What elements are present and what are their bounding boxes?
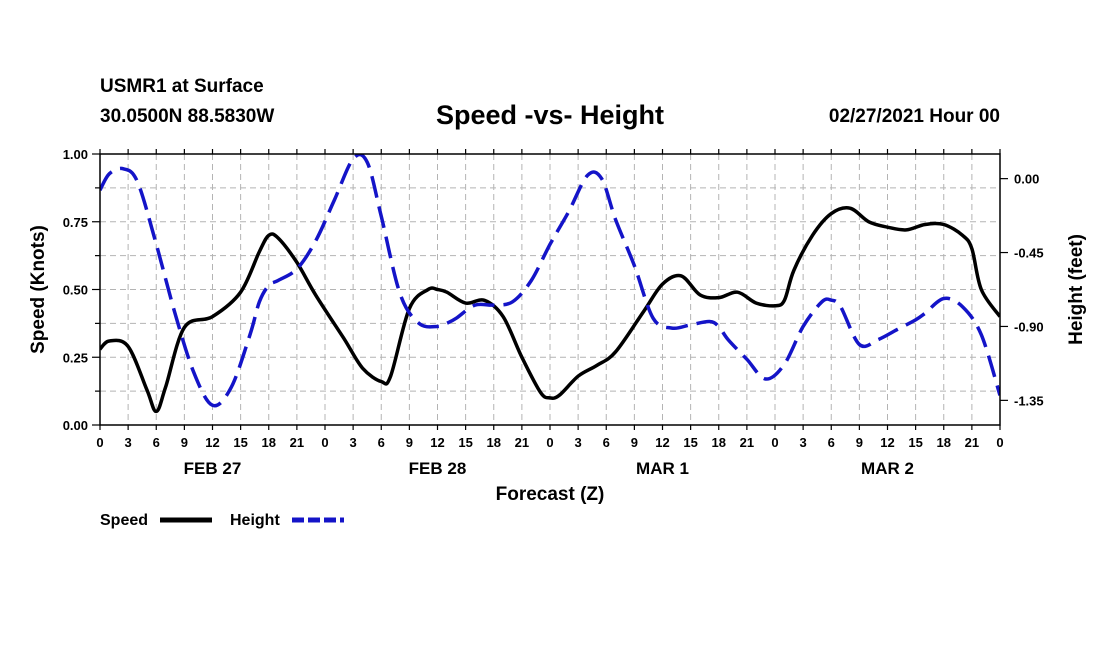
x-tick-label: 18 xyxy=(487,435,501,450)
y-tick-label: 0.00 xyxy=(63,418,88,433)
y-axis-title: Speed (Knots) xyxy=(28,225,49,354)
y2-tick-label: -0.90 xyxy=(1014,319,1044,334)
x-tick-label: 0 xyxy=(321,435,328,450)
grid xyxy=(100,154,1000,425)
x-tick-label: 9 xyxy=(631,435,638,450)
x-tick-label: 15 xyxy=(908,435,922,450)
chart-title: Speed -vs- Height xyxy=(435,100,665,130)
x-tick-label: 21 xyxy=(290,435,304,450)
y2-tick-label: -1.35 xyxy=(1014,393,1044,408)
x-tick-label: 12 xyxy=(655,435,669,450)
y2-axis-title: Height (feet) xyxy=(1066,234,1087,345)
ticks: 0 3 6 9 12 15 18 21 0 3 6 9 12 15 18 21 0 3 6 9 12 15 18 21 0 3 6 9… xyxy=(63,147,1044,478)
x-tick-label: 0 xyxy=(96,435,103,450)
y-tick-label: 0.25 xyxy=(63,350,88,365)
x-tick-label: 0 xyxy=(771,435,778,450)
x-axis-title: Forecast (Z) xyxy=(496,484,605,505)
series-group xyxy=(100,154,1000,414)
station-coordinates: 30.0500N 88.5830W xyxy=(100,106,275,127)
y-tick-label: 1.00 xyxy=(63,147,88,162)
x-tick-label: 21 xyxy=(740,435,754,450)
x-tick-label: 9 xyxy=(856,435,863,450)
x-tick-label: 15 xyxy=(683,435,697,450)
legend-label-height: Height xyxy=(230,512,280,529)
legend: Speed Height xyxy=(100,512,344,529)
x-tick-label: 18 xyxy=(937,435,951,450)
x-tick-label: 6 xyxy=(153,435,160,450)
x-tick-label: 6 xyxy=(378,435,385,450)
y-tick-label: 0.75 xyxy=(63,215,88,230)
x-tick-label: 3 xyxy=(575,435,582,450)
date-label: MAR 2 xyxy=(861,459,914,478)
x-tick-label: 18 xyxy=(262,435,276,450)
x-tick-label: 12 xyxy=(880,435,894,450)
x-tick-label: 21 xyxy=(515,435,529,450)
x-tick-label: 9 xyxy=(406,435,413,450)
x-tick-label: 6 xyxy=(603,435,610,450)
x-tick-label: 18 xyxy=(712,435,726,450)
x-tick-label: 21 xyxy=(965,435,979,450)
x-tick-label: 0 xyxy=(546,435,553,450)
y-tick-label: 0.50 xyxy=(63,283,88,298)
x-tick-label: 12 xyxy=(205,435,219,450)
x-tick-label: 3 xyxy=(350,435,357,450)
x-tick-label: 15 xyxy=(458,435,472,450)
speed-series-line xyxy=(100,206,1000,414)
x-tick-label: 3 xyxy=(125,435,132,450)
legend-label-speed: Speed xyxy=(100,512,148,529)
station-name: USMR1 at Surface xyxy=(100,76,264,97)
date-label: MAR 1 xyxy=(636,459,689,478)
x-tick-label: 9 xyxy=(181,435,188,450)
height-series-line xyxy=(100,154,1000,408)
date-label: FEB 28 xyxy=(409,459,467,478)
x-tick-label: 6 xyxy=(828,435,835,450)
y2-tick-label: 0.00 xyxy=(1014,172,1039,187)
y2-tick-label: -0.45 xyxy=(1014,246,1044,261)
date-label: FEB 27 xyxy=(184,459,242,478)
x-tick-label: 0 xyxy=(996,435,1003,450)
forecast-datetime: 02/27/2021 Hour 00 xyxy=(828,106,1000,127)
x-tick-label: 15 xyxy=(233,435,247,450)
x-tick-label: 12 xyxy=(430,435,444,450)
x-tick-label: 3 xyxy=(800,435,807,450)
